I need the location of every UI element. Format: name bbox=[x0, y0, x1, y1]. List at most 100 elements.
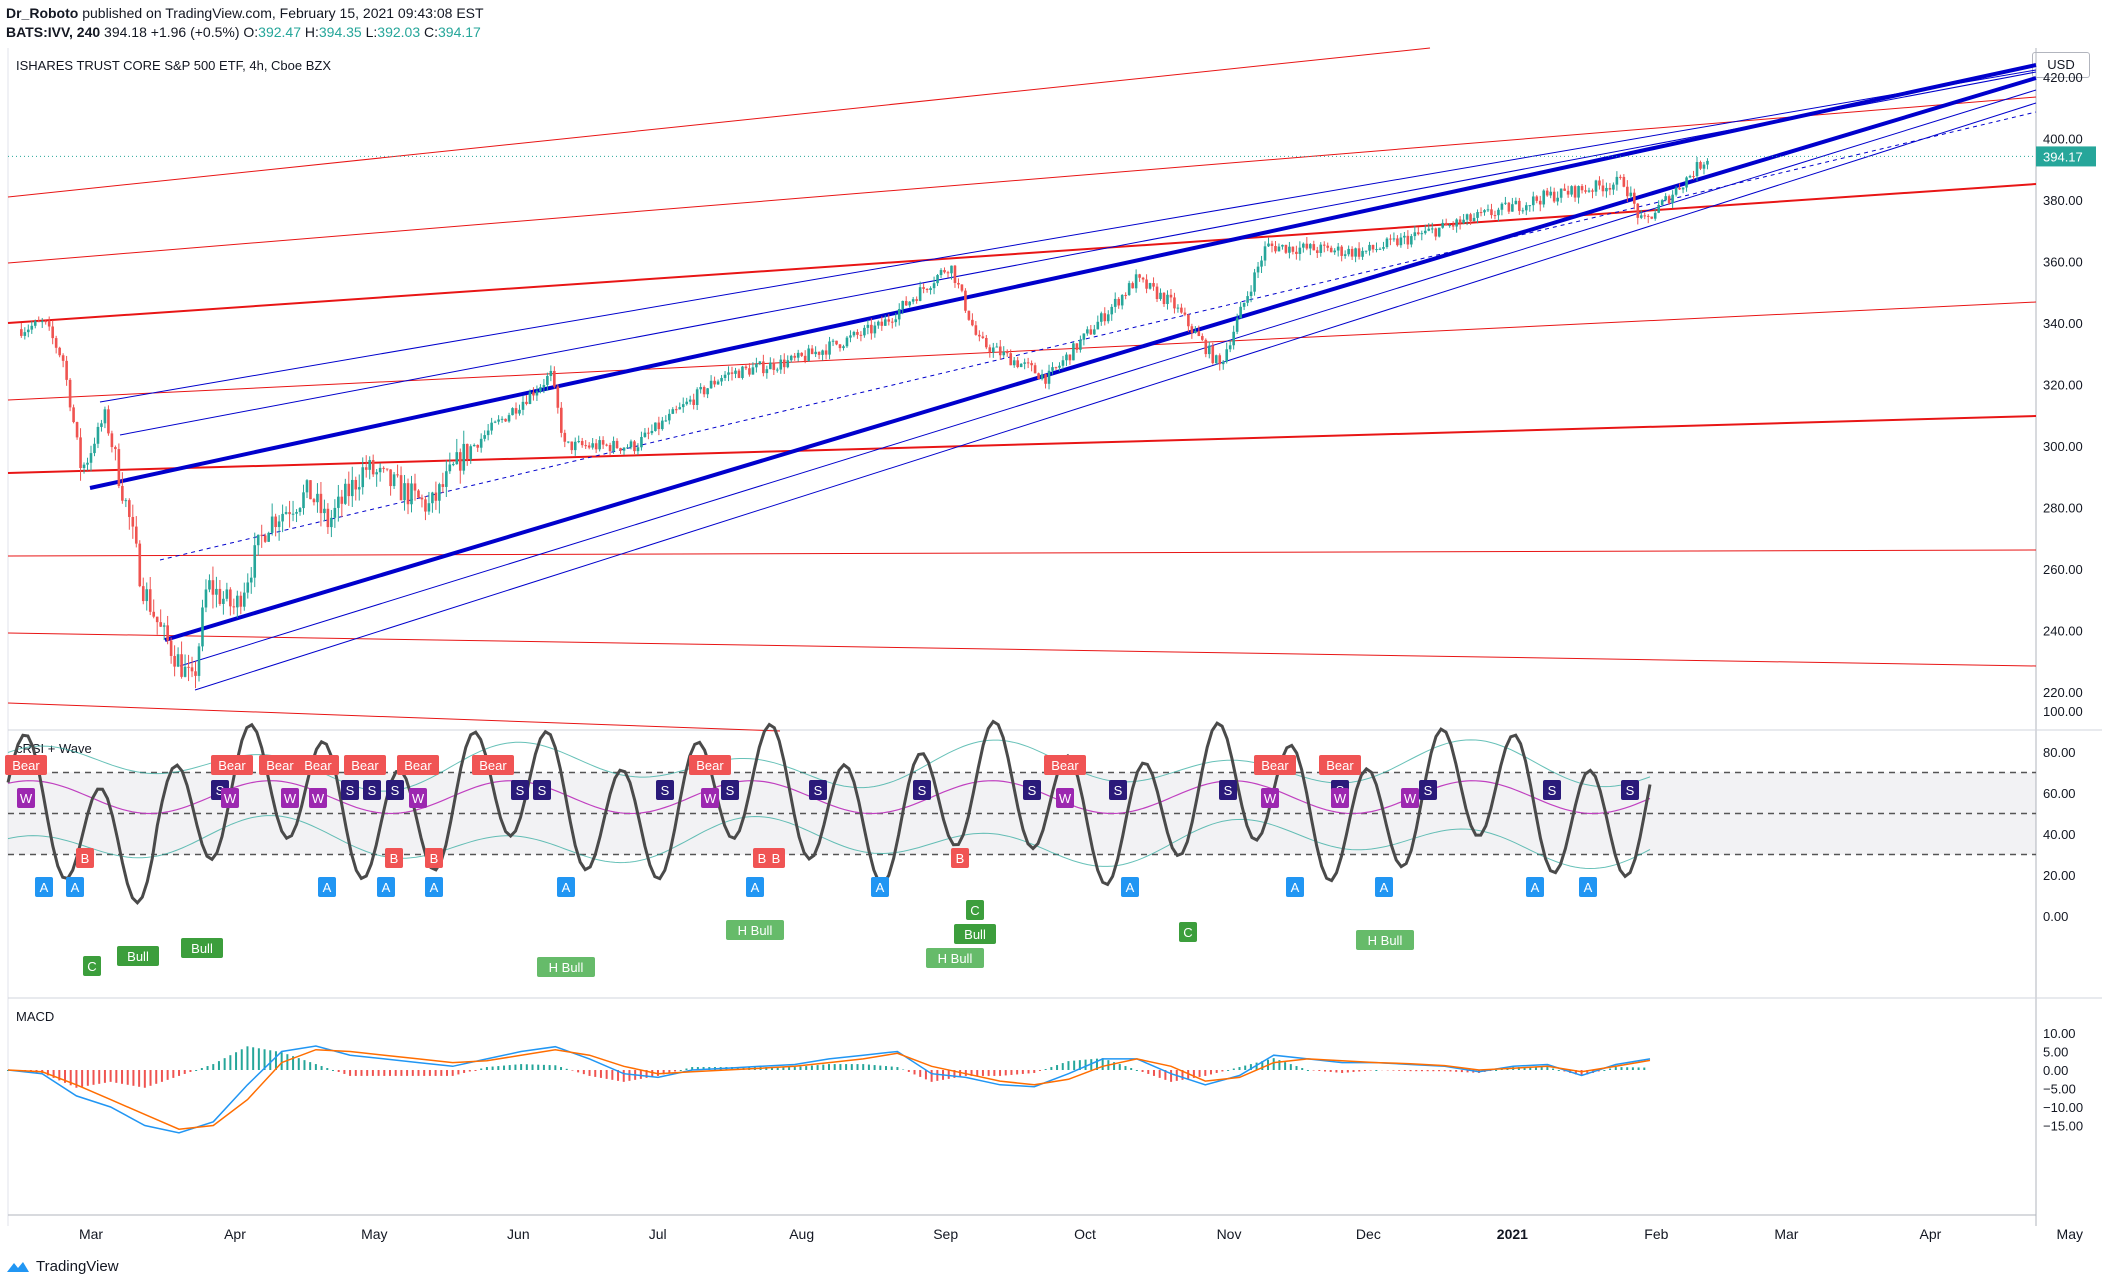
candle-body bbox=[964, 290, 967, 311]
candle-body bbox=[1573, 186, 1577, 198]
candle-body bbox=[1277, 246, 1281, 252]
candle-body bbox=[371, 460, 375, 475]
time-tick-label: 2021 bbox=[1497, 1226, 1528, 1242]
candle-body bbox=[1465, 214, 1469, 220]
macd-hist-bar bbox=[86, 1070, 89, 1086]
s-label-box bbox=[1023, 780, 1041, 800]
time-tick-label: Dec bbox=[1356, 1226, 1381, 1242]
candle-body bbox=[1598, 180, 1601, 186]
candle-body bbox=[842, 346, 845, 349]
macd-hist-bar bbox=[1272, 1058, 1275, 1070]
candle-body bbox=[312, 499, 316, 503]
macd-hist-bar bbox=[292, 1056, 295, 1070]
candle-body bbox=[525, 401, 528, 404]
candle-body bbox=[720, 377, 723, 382]
bear-label-box bbox=[5, 755, 47, 775]
candle-body bbox=[1639, 215, 1643, 218]
time-tick-label: May bbox=[361, 1226, 387, 1242]
candle-body bbox=[1155, 286, 1159, 300]
candle-body bbox=[284, 512, 288, 514]
macd-hist-bar bbox=[98, 1070, 101, 1084]
macd-hist-bar bbox=[679, 1070, 682, 1071]
footer-brand[interactable]: TradingView bbox=[36, 1258, 119, 1275]
candle-body bbox=[563, 432, 567, 442]
macd-hist-bar bbox=[1295, 1066, 1298, 1070]
bear-label: Bear bbox=[1051, 758, 1079, 773]
candle-body bbox=[1615, 176, 1619, 185]
candle-body bbox=[807, 348, 810, 361]
candle-body bbox=[236, 595, 239, 608]
candle-body bbox=[68, 379, 72, 408]
candle-body bbox=[431, 492, 434, 504]
macd-hist-bar bbox=[1529, 1067, 1532, 1070]
candle-body bbox=[1364, 250, 1368, 252]
symbol-label[interactable]: BATS:IVV, 240 bbox=[6, 24, 101, 40]
candle-body bbox=[1201, 336, 1204, 340]
a-label: A bbox=[1126, 880, 1135, 895]
candle-body bbox=[835, 340, 838, 345]
candle-body bbox=[890, 321, 894, 323]
candle-body bbox=[1152, 283, 1155, 287]
s-label: S bbox=[1028, 783, 1037, 798]
macd-hist-bar bbox=[582, 1070, 585, 1075]
macd-hist-bar bbox=[850, 1064, 853, 1070]
candle-body bbox=[821, 350, 824, 355]
candle-body bbox=[1291, 246, 1295, 252]
candle-body bbox=[1326, 245, 1330, 248]
candle-body bbox=[319, 493, 323, 514]
macd-hist-bar bbox=[1038, 1070, 1041, 1071]
a-label-box bbox=[66, 877, 84, 897]
b-label-box bbox=[951, 848, 969, 868]
high-label: H: bbox=[304, 24, 319, 40]
macd-hist-bar bbox=[229, 1055, 232, 1070]
candle-body bbox=[1681, 187, 1685, 190]
macd-hist-bar bbox=[1643, 1067, 1646, 1070]
macd-hist-bar bbox=[126, 1070, 129, 1085]
w-label-box bbox=[1261, 788, 1279, 808]
candle-body bbox=[709, 380, 713, 389]
macd-hist-bar bbox=[685, 1068, 688, 1070]
macd-hist-bar bbox=[1095, 1058, 1098, 1070]
author-name[interactable]: Dr_Roboto bbox=[6, 5, 79, 21]
candle-body bbox=[357, 487, 361, 490]
candle-body bbox=[1134, 274, 1138, 289]
candle-body bbox=[465, 443, 469, 460]
candle-body bbox=[434, 492, 438, 501]
c-label: C bbox=[970, 903, 979, 918]
candle-body bbox=[1695, 162, 1699, 177]
candle-body bbox=[1504, 202, 1507, 204]
candle-body bbox=[107, 409, 110, 434]
a-label-box bbox=[1579, 877, 1597, 897]
candle-body bbox=[302, 492, 305, 509]
candle-body bbox=[1322, 244, 1326, 246]
macd-hist-bar bbox=[924, 1070, 927, 1080]
macd-hist-bar bbox=[1238, 1067, 1241, 1070]
macd-hist-bar bbox=[1204, 1070, 1207, 1076]
candle-body bbox=[256, 534, 260, 546]
b-label-box bbox=[753, 848, 771, 868]
candle-body bbox=[378, 467, 382, 473]
candle-body bbox=[1559, 188, 1563, 198]
macd-hist-bar bbox=[1580, 1070, 1583, 1076]
c-label: C bbox=[87, 959, 96, 974]
candle-body bbox=[539, 387, 542, 392]
b-label: B bbox=[758, 851, 767, 866]
candle-body bbox=[699, 387, 702, 390]
candle-body bbox=[1075, 343, 1079, 350]
candle-body bbox=[1127, 283, 1131, 296]
candle-body bbox=[734, 370, 737, 374]
candle-body bbox=[1033, 365, 1037, 374]
macd-hist-bar bbox=[1495, 1070, 1498, 1071]
candle-body bbox=[486, 430, 490, 436]
macd-hist-bar bbox=[577, 1070, 580, 1073]
macd-hist-bar bbox=[320, 1066, 323, 1070]
candle-body bbox=[145, 589, 149, 602]
candle-body bbox=[361, 467, 365, 488]
candle-body bbox=[211, 580, 215, 595]
macd-hist-bar bbox=[1050, 1067, 1053, 1070]
candle-body bbox=[810, 348, 814, 355]
macd-tick-label: −10.00 bbox=[2043, 1100, 2083, 1115]
macd-hist-bar bbox=[1574, 1070, 1577, 1075]
s-label: S bbox=[814, 783, 823, 798]
